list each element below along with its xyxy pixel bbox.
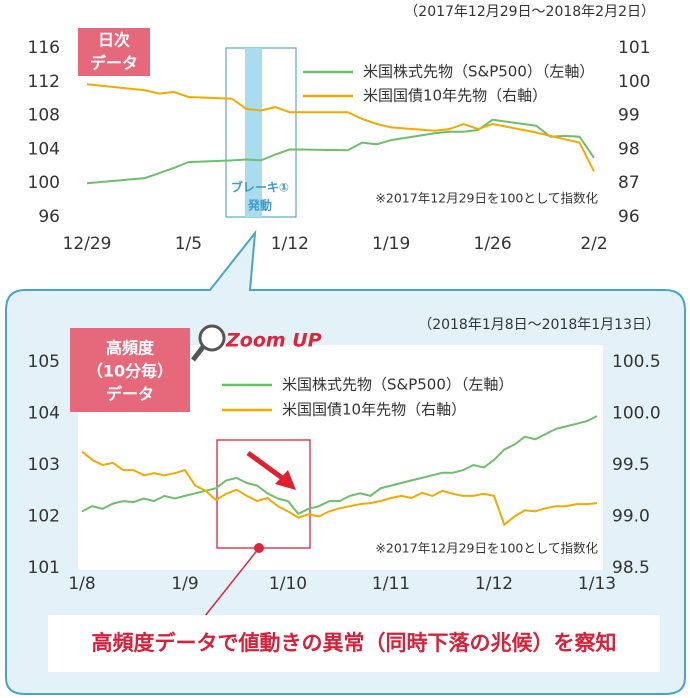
y2-tick-label: 99.5 [612,455,650,475]
period: （2017年12月29日～2018年2月2日） [404,4,655,20]
badge-box [78,28,150,76]
legend-label: 米国国債10年先物（右軸） [282,401,466,419]
series-line [86,118,595,185]
brake-band [245,48,262,217]
y-tick-label: 96 [38,207,60,227]
badge-text: データ [106,385,154,404]
x-tick-label: 1/19 [372,234,410,254]
y-tick-label: 116 [28,38,60,58]
y2-tick-label: 100 [618,72,650,92]
y2-tick-label: 98.5 [612,558,650,578]
caption: 高頻度データで値動きの異常（同時下落の兆候）を察知 [92,631,617,655]
y2-tick-label: 100.5 [612,352,661,372]
y-tick-label: 100 [28,173,60,193]
x-tick-label: 1/5 [175,234,202,254]
x-tick-label: 1/10 [269,574,307,594]
badge-text: 高頻度 [106,339,155,358]
arrow-head [275,470,296,490]
y2-tick-label: 98 [618,139,640,159]
x-tick-label: 1/26 [474,234,512,254]
x-tick-label: 1/12 [475,574,513,594]
annotation: 発動 [247,198,272,213]
legend-label: 米国国債10年先物（右軸） [363,87,547,105]
x-tick-label: 12/29 [63,234,112,254]
x-tick-label: 1/9 [171,574,198,594]
badge-text: データ [90,54,138,73]
badge-box [70,328,190,412]
y2-tick-label: 99 [618,106,640,126]
y-tick-label: 103 [28,455,60,475]
series-line [81,415,598,516]
badge-text: 日次 [98,31,130,50]
x-tick-label: 1/13 [578,574,616,594]
hf-chart: （2018年1月8日～2018年1月13日） ※2017年12月29日を100とし… [28,317,661,594]
y2-tick-label: 87 [618,173,640,193]
y2-tick-label: 100.0 [612,404,661,424]
annotation: ブレーキ① [231,180,289,195]
series-line [81,450,598,527]
note: ※2017年12月29日を100として指数化 [375,191,598,206]
x-tick-label: 1/8 [68,574,95,594]
pointer-line [204,547,260,617]
badge-text: （10分毎） [87,362,173,381]
legend-label: 米国株式先物（S&P500）（左軸） [363,63,594,81]
y2-tick-label: 99.0 [612,507,650,527]
y-tick-label: 104 [28,139,60,159]
y-tick-label: 102 [28,507,60,527]
y2-tick-label: 96 [618,207,640,227]
arrow [246,450,287,483]
y-tick-label: 112 [28,72,60,92]
x-tick-label: 2/2 [580,234,607,254]
y-tick-label: 105 [28,352,60,372]
y2-tick-label: 101 [618,38,650,58]
y-tick-label: 101 [28,558,60,578]
x-tick-label: 1/11 [372,574,410,594]
magnifier-handle [191,345,205,362]
series-line [86,83,595,172]
caption-box [48,615,660,672]
daily-chart: （2017年12月29日～2018年2月2日） ※2017年12月29日を100と… [28,4,655,254]
legend-label: 米国株式先物（S&P500）（左軸） [282,376,513,394]
zoom-label: Zoom UP [225,330,322,352]
note: ※2017年12月29日を100として指数化 [375,541,598,556]
y-tick-label: 104 [28,404,60,424]
magnifier [198,324,226,352]
y-tick-label: 108 [28,106,60,126]
period: （2018年1月8日～2018年1月13日） [418,317,660,333]
x-tick-label: 1/12 [271,234,309,254]
